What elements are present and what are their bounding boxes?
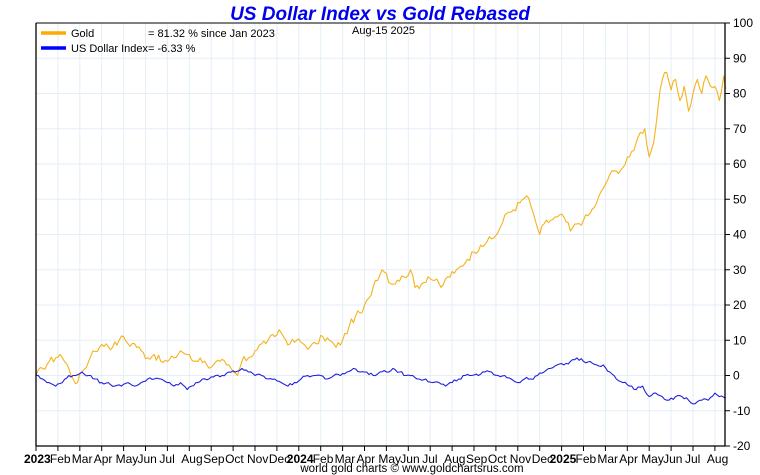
legend-label-usd: US Dollar Index: [71, 43, 149, 55]
credit-text: world gold charts © www.goldchartsrus.co…: [299, 463, 523, 475]
y-tick-label: 60: [733, 157, 747, 171]
x-tick-label: Apr: [94, 452, 113, 466]
y-tick-label: -10: [733, 404, 751, 418]
y-tick-label: 0: [733, 369, 740, 383]
x-axis-ticks: 2023 Feb Mar Apr May Jun Jul Aug Sep Oct Nov Dec202…: [24, 446, 728, 466]
y-gridlines: [36, 22, 725, 447]
x-tick-label: Apr: [619, 452, 638, 466]
y-tick-label: 90: [733, 51, 747, 65]
x-tick-year-label: 2025: [550, 452, 577, 466]
x-tick-label: Mar: [597, 452, 618, 466]
x-tick-label: Feb: [313, 452, 334, 466]
y-tick-label: 10: [733, 333, 747, 347]
y-tick-label: 50: [733, 192, 747, 206]
x-tick-label: Nov: [247, 452, 268, 466]
x-tick-label: Sep: [466, 452, 488, 466]
legend: Gold = 81.32 % since Jan 2023 US Dollar …: [41, 28, 275, 55]
y-tick-label: 20: [733, 298, 747, 312]
x-tick-year-label: 2024: [287, 452, 314, 466]
series-layer: [35, 71, 727, 405]
x-tick-label: Jul: [159, 452, 174, 466]
x-tick-label: Jul: [685, 452, 700, 466]
y-tick-label: 40: [733, 228, 747, 242]
legend-value-usd: = -6.33 %: [148, 43, 196, 55]
series-line-usd: [35, 357, 726, 405]
y-tick-label: -20: [733, 439, 751, 453]
x-tick-label: May: [378, 452, 401, 466]
x-tick-label: Jun: [663, 452, 682, 466]
legend-value-gold: = 81.32 % since Jan 2023: [148, 28, 275, 40]
x-tick-label: Feb: [50, 452, 71, 466]
x-tick-label: Jun: [138, 452, 157, 466]
x-tick-label: Aug: [444, 452, 465, 466]
x-tick-label: Mar: [72, 452, 93, 466]
x-tick-label: May: [641, 452, 664, 466]
x-tick-label: Mar: [335, 452, 356, 466]
date-label: Aug-15 2025: [352, 25, 415, 37]
y-tick-label: 100: [733, 16, 753, 30]
x-tick-label: Apr: [357, 452, 376, 466]
x-tick-year-label: 2023: [24, 452, 51, 466]
x-tick-label: Aug: [707, 452, 728, 466]
legend-label-gold: Gold: [71, 28, 94, 40]
chart-title: US Dollar Index vs Gold Rebased: [230, 4, 530, 25]
x-tick-label: Jun: [400, 452, 419, 466]
x-tick-label: Sep: [203, 452, 225, 466]
series-line-gold: [35, 71, 727, 385]
x-tick-label: Aug: [181, 452, 202, 466]
x-tick-label: May: [116, 452, 139, 466]
x-tick-label: Nov: [510, 452, 531, 466]
x-tick-label: Jul: [422, 452, 437, 466]
x-tick-label: Feb: [576, 452, 597, 466]
x-tick-label: Dec: [532, 452, 553, 466]
x-tick-label: Dec: [269, 452, 290, 466]
x-tick-label: Oct: [488, 452, 507, 466]
y-tick-label: 30: [733, 263, 747, 277]
y-tick-label: 70: [733, 122, 747, 136]
x-tick-label: Oct: [225, 452, 244, 466]
y-tick-label: 80: [733, 87, 747, 101]
